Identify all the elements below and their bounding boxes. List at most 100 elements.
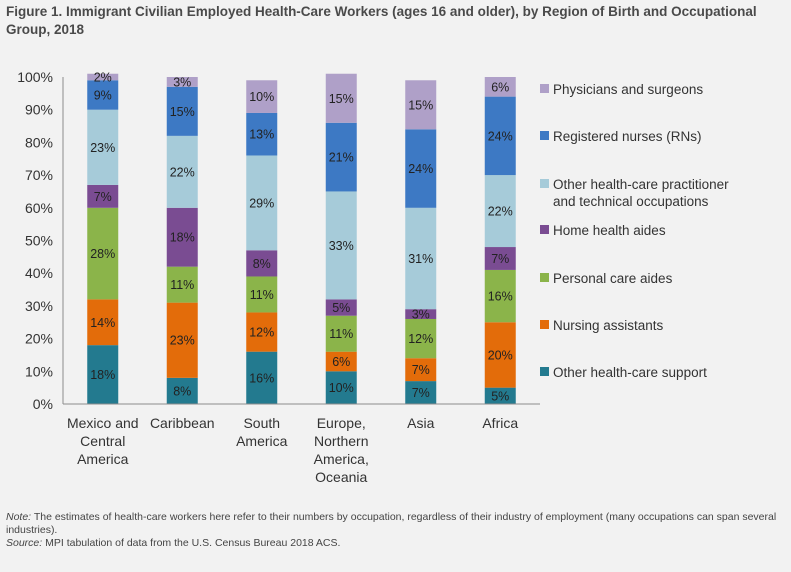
bar-segment — [246, 112, 278, 156]
bar-segment — [405, 207, 437, 310]
bar-segment — [405, 381, 437, 404]
chart-notes: Note: The estimates of health-care worke… — [6, 511, 786, 550]
bar-segment — [484, 175, 516, 248]
x-tick-label: Oceania — [315, 469, 367, 485]
stacked-bar-chart: 0% 10% 20% 30% 40% 50% 60% 70% 80% 90% 100% 18% 14% 2… — [17, 69, 729, 485]
bar-segment — [246, 250, 278, 277]
x-tick-label: Africa — [482, 415, 518, 431]
bar-segment — [166, 86, 198, 136]
data-label: 11% — [250, 288, 274, 302]
legend-swatch — [540, 179, 549, 188]
legend-label: and technical occupations — [553, 194, 709, 209]
bar-segment — [405, 318, 437, 359]
legend-swatch — [540, 273, 549, 282]
data-label: 10% — [249, 90, 274, 104]
data-label: 6% — [491, 80, 509, 94]
bar-segment — [166, 302, 198, 378]
y-tick-label: 40% — [25, 265, 53, 281]
bar-segment — [246, 276, 278, 313]
data-label: 29% — [249, 196, 274, 210]
bar-segment — [484, 96, 516, 176]
note-label: Note: — [6, 511, 32, 523]
note-line: Note: The estimates of health-care worke… — [6, 511, 786, 537]
bar-segment — [87, 73, 119, 81]
bar-segment — [405, 309, 437, 319]
bar-segment — [166, 135, 198, 208]
legend-label: Registered nurses (RNs) — [553, 129, 702, 144]
data-label: 8% — [253, 257, 271, 271]
bar-segment — [325, 299, 357, 316]
data-label: 7% — [491, 252, 509, 266]
data-label: 11% — [170, 278, 194, 292]
bar-segment — [325, 371, 357, 404]
x-tick-label: Central — [80, 433, 125, 449]
bar-segment — [325, 191, 357, 300]
source-line: Source: MPI tabulation of data from the … — [6, 537, 786, 550]
bar-segment — [166, 77, 198, 87]
y-tick-label: 60% — [25, 200, 53, 216]
data-label: 13% — [249, 128, 274, 142]
data-label: 3% — [412, 308, 430, 322]
bar-segment — [166, 377, 198, 404]
source-label: Source: — [6, 537, 43, 549]
data-label: 15% — [170, 105, 195, 119]
bar-segment — [87, 299, 119, 346]
bar-segment — [166, 207, 198, 267]
data-label: 8% — [173, 384, 191, 398]
data-label: 22% — [488, 205, 513, 219]
y-tick-label: 10% — [25, 363, 53, 379]
data-label: 20% — [488, 348, 513, 362]
data-label: 24% — [408, 162, 433, 176]
data-label: 28% — [90, 247, 115, 261]
y-tick-label: 70% — [25, 167, 53, 183]
data-label: 12% — [408, 332, 433, 346]
bar-segment — [87, 109, 119, 185]
bar-segment — [87, 345, 119, 404]
note-text: The estimates of health-care workers her… — [6, 511, 777, 536]
data-label: 33% — [329, 239, 354, 253]
legend-label: Other health-care practitioner — [553, 177, 729, 192]
data-label: 11% — [329, 327, 353, 341]
bar-segment — [325, 351, 357, 372]
bar-segment — [484, 387, 516, 404]
data-label: 31% — [408, 252, 433, 266]
bar-segment — [405, 129, 437, 208]
bar-segment — [405, 358, 437, 382]
x-tick-label: America, — [314, 451, 369, 467]
data-label: 6% — [332, 355, 350, 369]
bar-segment — [484, 322, 516, 388]
legend-label: Home health aides — [553, 223, 666, 238]
bar-segment — [246, 80, 278, 113]
legend-label: Other health-care support — [553, 365, 707, 380]
data-label: 7% — [94, 190, 112, 204]
data-label: 16% — [249, 371, 274, 385]
data-label: 5% — [332, 301, 350, 315]
legend-swatch — [540, 225, 549, 234]
data-label: 23% — [90, 141, 115, 155]
x-tick-label: America — [236, 433, 288, 449]
data-label: 12% — [249, 326, 274, 340]
x-tick-label: Caribbean — [150, 415, 215, 431]
bar-segment — [246, 312, 278, 352]
legend-swatch — [540, 84, 549, 93]
data-label: 5% — [491, 389, 509, 403]
data-label: 15% — [408, 98, 433, 112]
y-tick-label: 80% — [25, 134, 53, 150]
bar-segment — [87, 184, 119, 208]
data-label: 3% — [173, 75, 191, 89]
legend-label: Nursing assistants — [553, 318, 664, 333]
data-label: 10% — [329, 381, 354, 395]
data-label: 14% — [90, 316, 115, 330]
y-tick-label: 20% — [25, 331, 53, 347]
bar-segment — [246, 351, 278, 404]
x-tick-label: Asia — [407, 415, 434, 431]
legend-swatch — [540, 131, 549, 140]
data-label: 18% — [90, 368, 115, 382]
bar-segment — [325, 122, 357, 192]
x-tick-label: Mexico and — [67, 415, 139, 431]
y-tick-label: 90% — [25, 102, 53, 118]
data-label: 15% — [329, 92, 354, 106]
bar-segment — [246, 155, 278, 251]
bar-segment — [484, 77, 516, 97]
